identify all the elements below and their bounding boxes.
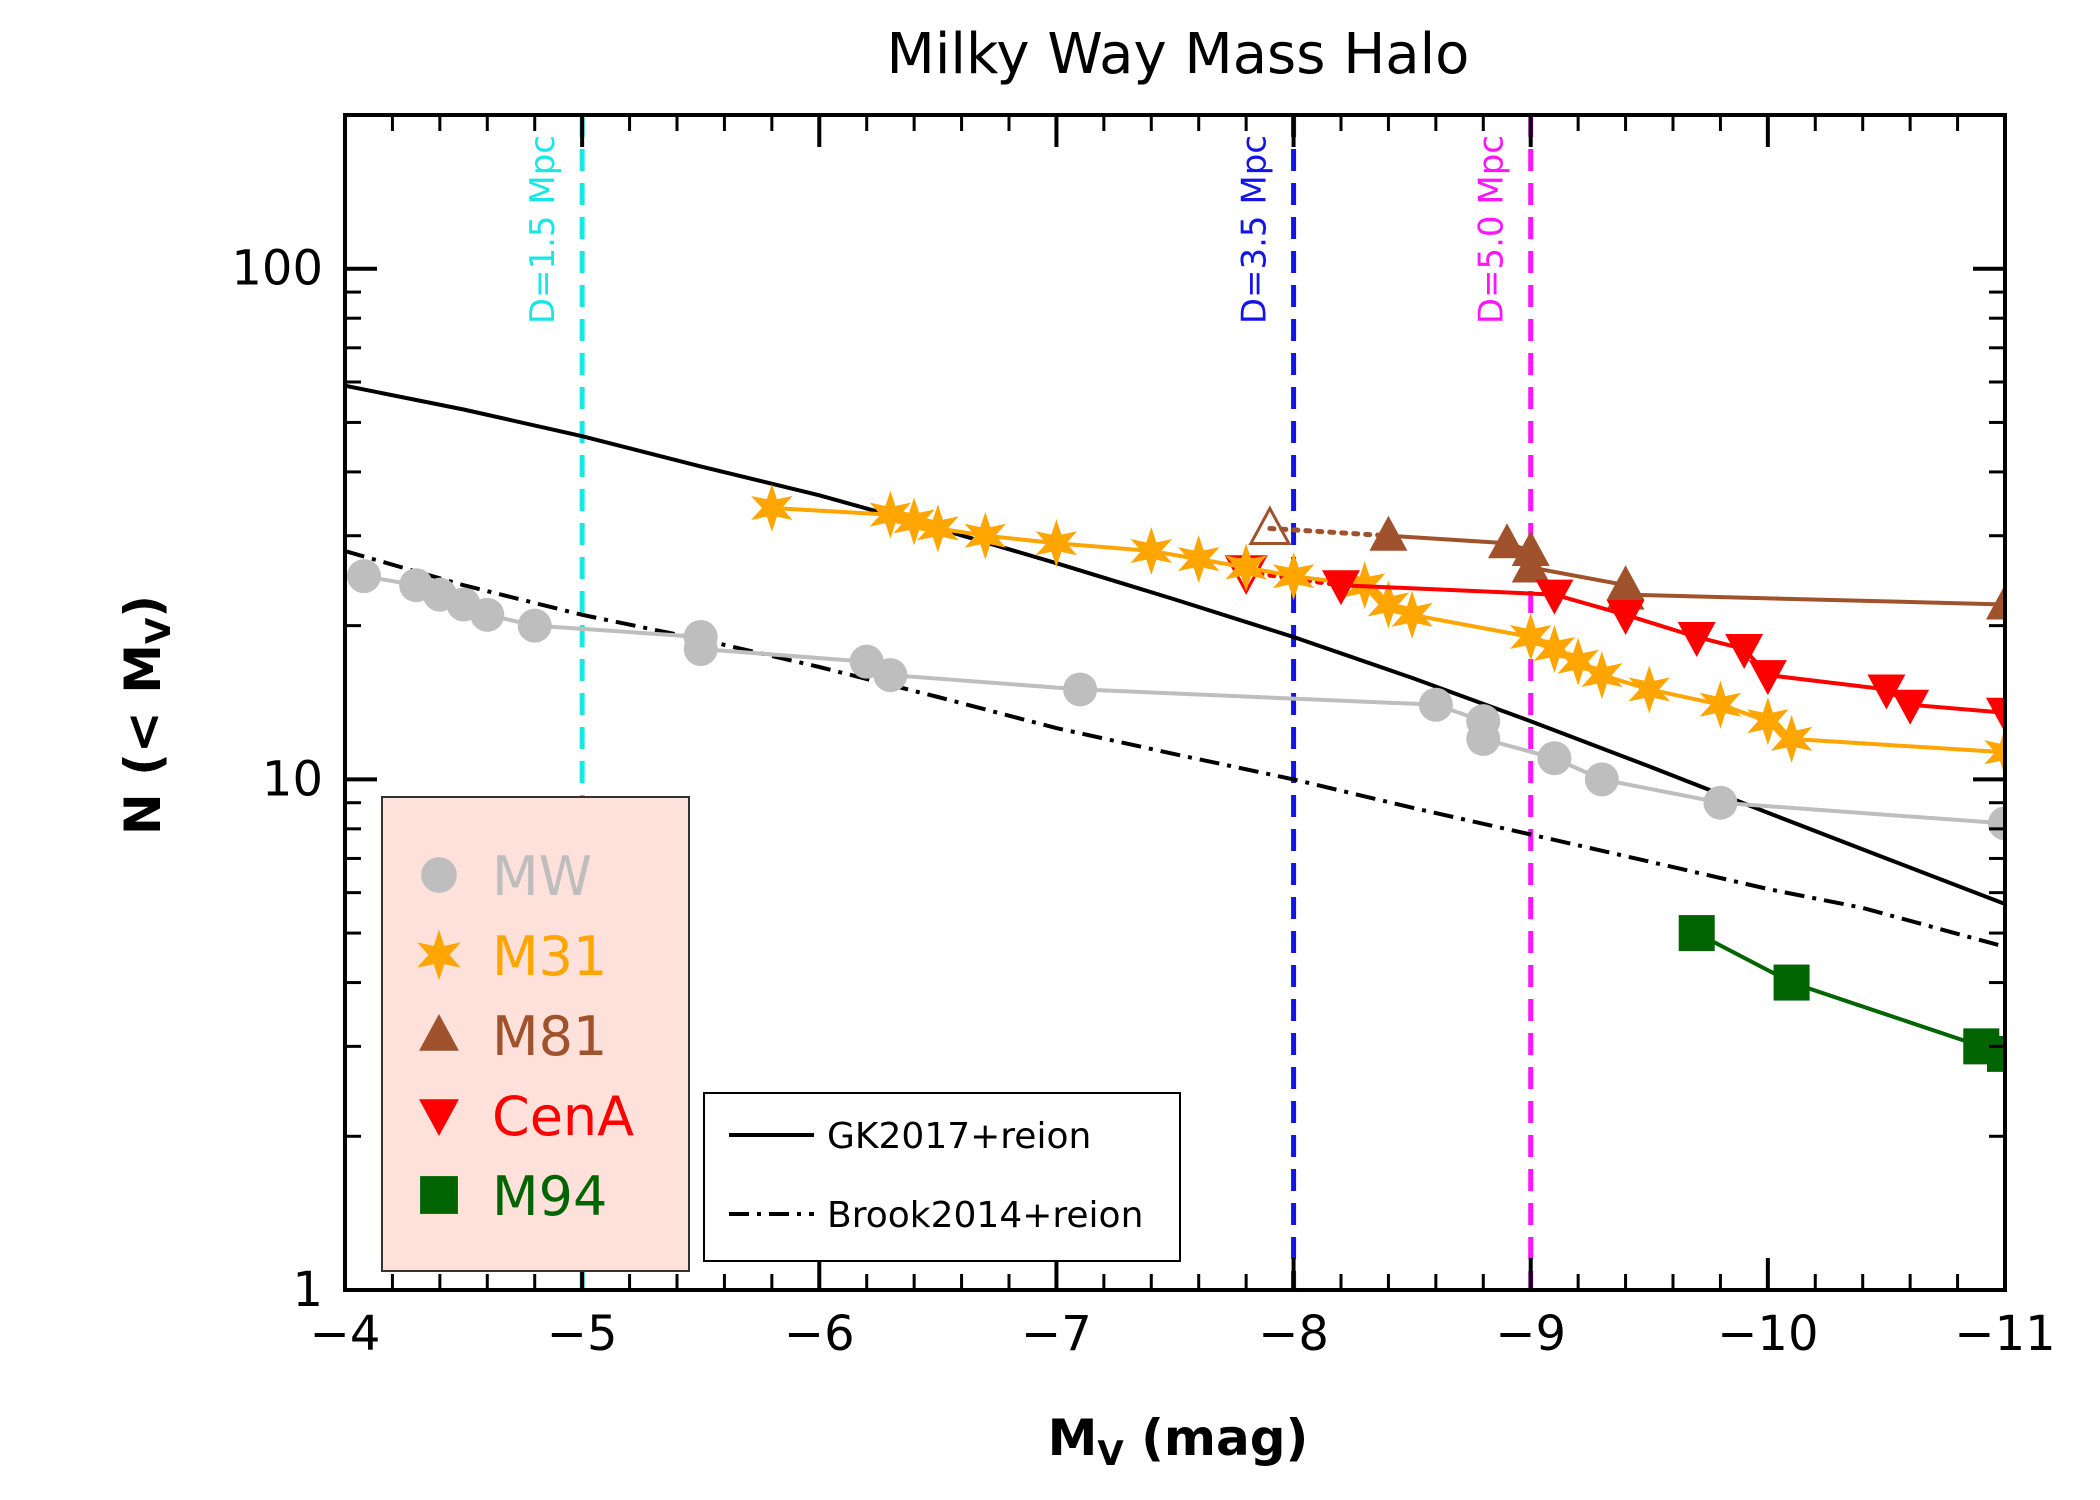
- point-mw-7: [683, 632, 718, 667]
- model-legend-box: [703, 1092, 1181, 1262]
- legend-label-m94: M94: [492, 1165, 607, 1228]
- x-tick-label-4: −8: [1258, 1306, 1329, 1362]
- x-axis-label-sub: V: [1097, 1434, 1124, 1474]
- point-m31-15: [1557, 637, 1599, 686]
- point-mw-14: [1537, 741, 1572, 776]
- open-connector-0: [1267, 525, 1391, 539]
- x-axis-label: MV (mag): [1048, 1409, 1309, 1474]
- vline-label-2: D=5.0 Mpc: [1472, 135, 1512, 324]
- point-mw-11: [1418, 687, 1453, 722]
- x-tick-label-6: −10: [1717, 1306, 1818, 1362]
- chart-title: Milky Way Mass Halo: [887, 22, 1470, 87]
- legend-label-m81: M81: [492, 1005, 607, 1068]
- x-tick-label-1: −5: [547, 1306, 618, 1362]
- point-mw-16: [1703, 785, 1738, 820]
- y-axis-label-sub: V: [139, 617, 179, 644]
- point-cena-0: [1322, 570, 1360, 606]
- point-m31-1: [869, 490, 912, 539]
- point-m94-1: [1773, 964, 1810, 1001]
- x-axis-label-suffix: (mag): [1124, 1409, 1309, 1467]
- point-mw-17: [1988, 806, 2005, 841]
- point-m81-1: [1488, 523, 1526, 559]
- point-mw-4: [470, 597, 505, 632]
- point-m31-16: [1581, 651, 1623, 700]
- x-axis-label-main: M: [1048, 1409, 1098, 1467]
- point-mw-13: [1466, 721, 1501, 756]
- x-tick-label-7: −11: [1954, 1306, 2055, 1362]
- point-cena-2: [1606, 599, 1645, 635]
- open-marker-m81: [1248, 505, 1292, 545]
- point-m81-0: [1369, 515, 1408, 551]
- legend-marker-m81: [419, 1014, 459, 1051]
- point-m31-0: [751, 484, 793, 532]
- point-cena-7: [1891, 689, 1930, 725]
- y-tick-label-1: 10: [262, 751, 323, 807]
- point-cena-5: [1748, 660, 1787, 696]
- legend-marker-m31: [417, 929, 461, 981]
- point-m31-21: [1984, 728, 2005, 777]
- point-cena-4: [1725, 634, 1764, 670]
- plot-area: D=1.5 Mpc D=3.5 Mpc D=5.0 Mpc −4 −5 −6 −7 −8 −9 −…: [231, 113, 2056, 1362]
- point-m31-18: [1699, 680, 1742, 729]
- series-line-m94: [1695, 931, 2005, 1056]
- y-tick-label-2: 100: [231, 241, 323, 297]
- point-m31-14: [1533, 625, 1576, 673]
- point-mw-15: [1584, 762, 1619, 797]
- point-m31-20: [1770, 714, 1813, 763]
- point-m31-6: [1130, 527, 1173, 575]
- legend-marker-cena: [419, 1099, 459, 1136]
- point-mw-5: [517, 608, 552, 643]
- point-m31-19: [1747, 697, 1789, 746]
- y-axis-label-suffix: ): [114, 595, 172, 618]
- point-cena-8: [1986, 697, 2005, 733]
- legend-label-mw: MW: [492, 845, 592, 908]
- model-legend-label-1: Brook2014+reion: [827, 1195, 1143, 1236]
- x-tick-label-5: −9: [1495, 1306, 1566, 1362]
- vline-label-0: D=1.5 Mpc: [523, 135, 563, 324]
- point-m94-0: [1678, 915, 1715, 952]
- point-cena-3: [1677, 622, 1716, 658]
- point-m81-6: [1986, 584, 2005, 620]
- point-m31-3: [917, 504, 959, 553]
- y-axis-label: N (< MV): [114, 595, 179, 835]
- series-line-m81: [1388, 533, 2005, 607]
- plot-frame: [343, 113, 2007, 1292]
- point-m31-4: [964, 511, 1007, 560]
- point-mw-10: [1063, 672, 1098, 707]
- point-m31-7: [1177, 535, 1220, 584]
- vline-label-1: D=3.5 Mpc: [1235, 135, 1275, 324]
- point-m31-17: [1628, 665, 1671, 714]
- legend-marker-mw: [421, 857, 457, 893]
- x-tick-label-3: −7: [1021, 1306, 1092, 1362]
- point-m31-13: [1509, 613, 1552, 661]
- x-tick-label-0: −4: [310, 1306, 381, 1362]
- point-m31-9: [1272, 552, 1315, 601]
- point-m81-3: [1511, 547, 1550, 583]
- point-m31-12: [1391, 590, 1433, 639]
- model-legend-label-0: GK2017+reion: [827, 1116, 1091, 1157]
- legend-label-m31: M31: [492, 925, 607, 988]
- legend-label-cena: CenA: [492, 1085, 634, 1148]
- point-cena-6: [1867, 674, 1906, 710]
- y-axis-label-main: N (< M: [114, 644, 172, 835]
- series-line-mw: [363, 574, 2005, 826]
- legend-marker-m94: [420, 1176, 458, 1214]
- point-mw-9: [873, 658, 908, 693]
- point-m31-5: [1035, 519, 1078, 568]
- point-cena-1: [1535, 579, 1574, 615]
- model-line-brook2014-reion: [345, 549, 2005, 949]
- x-tick-label-2: −6: [784, 1306, 855, 1362]
- point-m31-8: [1225, 543, 1267, 592]
- y-tick-label-0: 1: [292, 1262, 323, 1318]
- point-mw-0: [346, 559, 381, 594]
- point-m31-11: [1367, 580, 1410, 629]
- point-m31-2: [893, 497, 935, 546]
